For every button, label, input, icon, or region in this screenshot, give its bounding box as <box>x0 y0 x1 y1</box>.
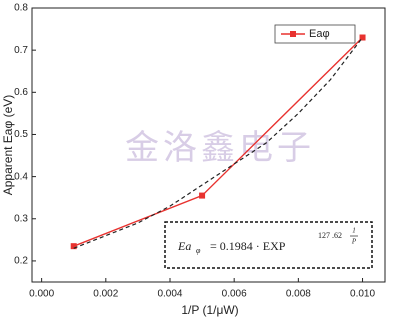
watermark: 金洛鑫电子 <box>125 128 315 168</box>
y-tick-label: 0.2 <box>14 256 28 267</box>
y-tick-label: 0.6 <box>14 87 28 98</box>
y-tick-label: 0.4 <box>14 171 28 182</box>
series-line <box>73 37 364 249</box>
x-tick-label: 0.004 <box>157 289 182 300</box>
legend-marker <box>290 31 296 37</box>
equation-rhs: = 0.1984 · EXP <box>210 239 286 253</box>
x-tick-label: 0.006 <box>222 289 247 300</box>
legend-box <box>274 24 356 44</box>
y-tick-label: 0.5 <box>14 129 28 140</box>
x-tick-label: 0.008 <box>286 289 311 300</box>
data-point <box>359 34 366 41</box>
data-point <box>70 243 77 250</box>
equation-lhs-sub: φ <box>196 246 201 255</box>
y-tick-label: 0.7 <box>14 45 28 56</box>
y-tick-label: 0.3 <box>14 213 28 224</box>
x-tick-label: 0.010 <box>350 289 375 300</box>
plot-frame <box>31 7 386 283</box>
y-axis-title: Apparent Eaφ (eV) <box>1 95 15 196</box>
x-tick-label: 0.000 <box>29 289 54 300</box>
x-axis-title: 1/P (1/μW) <box>181 303 238 317</box>
equation-frac-num: 1 <box>352 227 356 235</box>
data-point <box>199 192 206 199</box>
equation-exponent: 127 .62 <box>318 231 342 240</box>
equation-frac-den: P <box>351 238 357 246</box>
equation-box <box>164 221 373 269</box>
x-tick-label: 0.002 <box>93 289 118 300</box>
legend-label: Eaφ <box>309 28 330 40</box>
y-tick-label: 0.8 <box>14 3 28 14</box>
equation-lhs: Ea <box>177 239 191 253</box>
